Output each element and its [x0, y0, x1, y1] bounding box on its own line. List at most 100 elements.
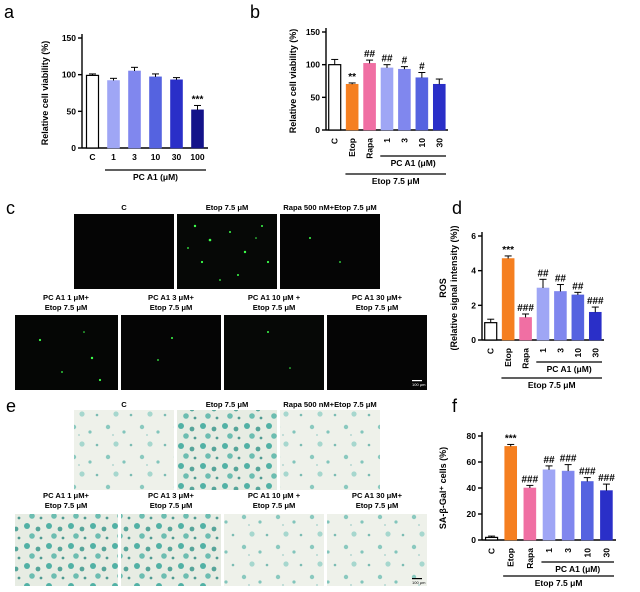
y-tick-label-f-3: 60 — [467, 457, 477, 467]
y-axis-label-b: Relative cell viability (%) — [288, 29, 298, 134]
label-c-4b: Etop 7.5 μM — [45, 303, 88, 312]
label-e-7b: Etop 7.5 μM — [356, 501, 399, 510]
micrograph-c-2 — [177, 214, 277, 289]
bar-b-5 — [415, 77, 429, 131]
label-c-7b: Etop 7.5 μM — [356, 303, 399, 312]
x-tick-label-d-1: Etop — [503, 348, 513, 367]
group-label-d: PC A1 (μM) — [547, 364, 592, 374]
label-e-5b: Etop 7.5 μM — [150, 501, 193, 510]
scalebar-e — [412, 578, 422, 580]
label-e-6a: PC A1 10 μM + — [248, 491, 301, 500]
significance-d-1: *** — [502, 245, 514, 256]
micrograph-e-1 — [74, 410, 174, 490]
bar-f-4 — [561, 470, 575, 541]
bar-a-5 — [191, 109, 204, 149]
chart-b: 0 50 100 150 Relative cell viability (%) C Eto… — [288, 27, 448, 186]
bar-b-4 — [398, 68, 411, 131]
fluorescent-dots — [38, 224, 341, 382]
x-tick-label-b-6: 30 — [434, 138, 444, 148]
label-c-5b: Etop 7.5 μM — [150, 303, 193, 312]
x-tick-label-f-4: 3 — [563, 548, 573, 553]
x-tick-label-f-2: Rapa — [525, 548, 535, 569]
bar-d-6 — [588, 311, 602, 341]
significance-b-3: ## — [381, 54, 393, 65]
label-c-2: Etop 7.5 μM — [206, 203, 249, 212]
y-axis-label-a: Relative cell viability (%) — [40, 41, 50, 146]
panel-letter-f: f — [452, 396, 458, 416]
x-tick-label-b-3: 1 — [382, 138, 392, 143]
label-c-6b: Etop 7.5 μM — [253, 303, 296, 312]
x-tick-label-d-2: Rapa — [521, 348, 531, 369]
bar-b-0 — [328, 64, 342, 131]
x-tick-label-f-1: Etop — [506, 548, 516, 567]
micrographs-c: 100 μm — [15, 214, 427, 390]
label-c-5a: PC A1 3 μM+ — [148, 293, 194, 302]
chart-d: 0 2 4 6 ROS (Relative signal intensity (%)) C E… — [438, 225, 604, 390]
micrographs-e: 100 μm — [15, 410, 427, 586]
significance-d-3: ## — [537, 268, 549, 279]
bar-f-3 — [542, 469, 556, 541]
y-tick-label-f-0: 0 — [471, 535, 476, 545]
bar-f-5 — [580, 481, 594, 541]
significance-f-5: ### — [579, 467, 596, 478]
significance-d-6: ### — [587, 296, 604, 307]
bar-b-6 — [432, 83, 446, 131]
bar-b-2 — [363, 63, 376, 131]
significance-d-4: ## — [555, 274, 567, 285]
significance-a-5: *** — [192, 94, 204, 105]
significance-f-1: *** — [505, 433, 517, 444]
bar-d-1 — [501, 258, 515, 341]
x-tick-label-b-1: Etop — [347, 138, 357, 157]
group-label2-f: Etop 7.5 μM — [535, 578, 583, 588]
micrograph-c-1 — [74, 214, 174, 289]
x-tick-label-a-4: 30 — [172, 152, 182, 162]
significance-b-2: ## — [364, 49, 376, 60]
y-tick-label-d-3: 6 — [471, 231, 476, 241]
significance-d-5: ## — [572, 281, 584, 292]
micrograph-e-7 — [327, 514, 427, 586]
y-tick-label-f-1: 20 — [467, 509, 477, 519]
bar-a-1 — [107, 80, 120, 149]
x-tick-label-d-5: 10 — [573, 348, 583, 358]
y-tick-label-d-0: 0 — [471, 335, 476, 345]
label-e-3: Rapa 500 nM+Etop 7.5 μM — [283, 400, 376, 409]
x-tick-label-d-6: 30 — [590, 348, 600, 358]
label-e-1: C — [121, 400, 127, 409]
label-c-3: Rapa 500 nM+Etop 7.5 μM — [283, 203, 376, 212]
micrograph-c-7 — [327, 315, 427, 390]
bar-d-4 — [554, 291, 567, 341]
group-label2-d: Etop 7.5 μM — [528, 380, 576, 390]
x-tick-label-a-2: 3 — [132, 152, 137, 162]
label-c-7a: PC A1 30 μM+ — [352, 293, 403, 302]
scalebar-c — [412, 380, 422, 382]
label-e-6b: Etop 7.5 μM — [253, 501, 296, 510]
micrograph-c-5 — [121, 315, 221, 390]
significance-b-5: # — [419, 62, 425, 73]
bar-a-3 — [149, 76, 162, 149]
micrograph-e-5 — [121, 514, 221, 586]
y-axis-label-d: ROS — [438, 278, 448, 298]
x-tick-label-f-6: 30 — [601, 548, 611, 558]
micrograph-e-3 — [280, 410, 380, 490]
group-label2-b: Etop 7.5 μM — [372, 176, 420, 186]
significance-b-4: # — [402, 56, 408, 67]
label-c-4a: PC A1 1 μM+ — [43, 293, 89, 302]
panel-letter-d: d — [452, 198, 462, 218]
y-tick-label-d-1: 2 — [471, 300, 476, 310]
label-c-1: C — [121, 203, 127, 212]
x-tick-label-b-0: C — [330, 138, 340, 144]
x-tick-label-f-3: 1 — [544, 548, 554, 553]
micrograph-e-2 — [177, 410, 277, 490]
bar-f-2 — [523, 487, 537, 541]
y-tick-label-b-0: 0 — [315, 125, 320, 135]
label-e-4a: PC A1 1 μM+ — [43, 491, 89, 500]
label-e-5a: PC A1 3 μM+ — [148, 491, 194, 500]
label-e-4b: Etop 7.5 μM — [45, 501, 88, 510]
y-tick-label-b-3: 150 — [306, 27, 320, 37]
bar-b-1 — [345, 83, 359, 131]
bar-a-0 — [85, 74, 100, 149]
y-tick-label-a-1: 50 — [67, 106, 77, 116]
x-tick-label-a-3: 10 — [151, 152, 161, 162]
bar-f-6 — [600, 490, 613, 541]
